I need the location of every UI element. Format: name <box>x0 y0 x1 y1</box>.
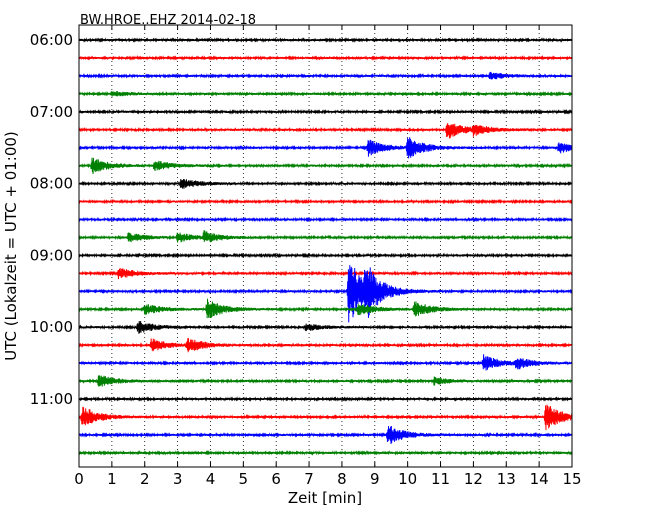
seismogram-trace <box>78 216 573 223</box>
seismogram-trace <box>78 252 573 259</box>
x-tick-label: 2 <box>140 470 150 488</box>
trace-group <box>78 37 573 456</box>
seismogram-trace <box>78 265 573 323</box>
x-tick-label: 12 <box>464 470 483 488</box>
x-tick-label: 5 <box>239 470 249 488</box>
seismogram-trace <box>78 426 573 445</box>
seismogram-trace <box>78 449 573 456</box>
chart-title: BW.HROE..EHZ 2014-02-18 <box>80 13 256 28</box>
x-tick-label: 7 <box>304 470 314 488</box>
x-tick-label: 11 <box>431 470 450 488</box>
x-tick-label: 1 <box>107 470 117 488</box>
seismogram-trace <box>78 108 573 115</box>
y-tick-label: 06:00 <box>30 31 73 49</box>
x-tick-label: 3 <box>173 470 183 488</box>
y-tick-label: 08:00 <box>30 175 73 193</box>
seismogram-trace <box>78 374 573 387</box>
y-tick-label: 07:00 <box>30 103 73 121</box>
seismogram-trace <box>78 71 573 80</box>
seismogram-trace <box>78 268 573 280</box>
x-tick-label: 10 <box>398 470 417 488</box>
seismogram-trace <box>78 230 573 243</box>
seismogram-trace <box>78 354 573 371</box>
seismogram-trace <box>78 298 573 319</box>
x-tick-label: 4 <box>206 470 216 488</box>
y-tick-label: 10:00 <box>30 318 73 336</box>
seismogram-trace <box>78 396 573 402</box>
x-tick-label: 8 <box>337 470 347 488</box>
axis-ticks: 0 1 2 3 4 5 6 7 8 9 10 11 12 13 14 1506:0007:0008:0009:… <box>30 25 582 488</box>
seismogram-trace <box>78 123 573 139</box>
seismogram-trace <box>78 338 573 353</box>
x-tick-label: 9 <box>370 470 380 488</box>
seismogram-trace <box>78 320 573 334</box>
y-tick-label: 11:00 <box>30 390 73 408</box>
seismogram-trace <box>78 178 573 189</box>
x-axis-title: Zeit [min] <box>288 489 362 507</box>
seismogram-trace <box>78 198 573 205</box>
seismogram-trace <box>78 157 573 174</box>
x-tick-label: 15 <box>562 470 581 488</box>
y-axis-title: UTC (Lokalzeit = UTC + 01:00) <box>2 131 20 361</box>
x-tick-label: 14 <box>530 470 549 488</box>
plot-frame <box>78 24 573 468</box>
seismogram-trace <box>78 137 573 159</box>
x-tick-label: 6 <box>271 470 281 488</box>
y-tick-label: 09:00 <box>30 246 73 264</box>
grid-lines <box>111 25 540 467</box>
seismogram-trace <box>78 404 573 431</box>
seismogram-trace <box>78 55 573 61</box>
seismogram-trace <box>78 37 573 43</box>
x-tick-label: 0 <box>74 470 84 488</box>
x-tick-label: 13 <box>497 470 516 488</box>
seismogram-trace <box>78 91 573 97</box>
